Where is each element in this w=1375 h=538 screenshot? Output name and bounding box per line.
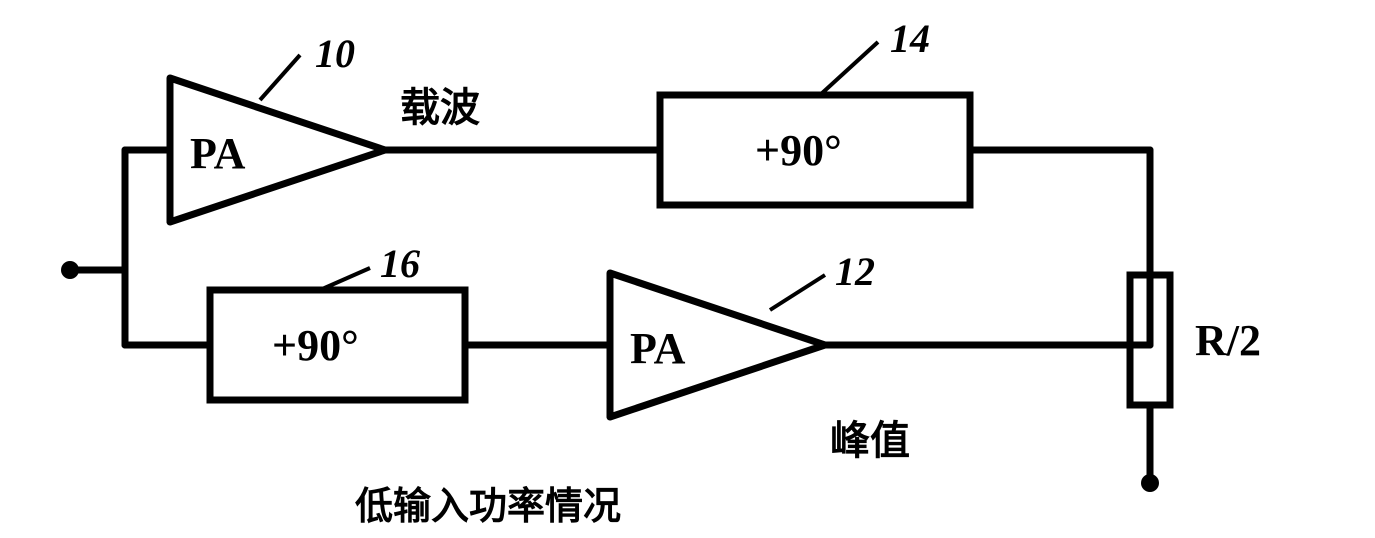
resistor-label: R/2 [1195,315,1261,366]
peak-text: 峰值 [830,408,910,466]
leader-12 [770,275,825,310]
phase-bottom-label: +90° [272,320,359,371]
circuit-diagram [0,0,1375,538]
pa-carrier-label: PA [190,128,245,179]
ref-10: 10 [315,30,355,77]
leader-10 [260,55,300,100]
pa-peak-label: PA [630,323,685,374]
ref-16: 16 [380,240,420,287]
phase-top-label: +90° [755,125,842,176]
output-node [1141,474,1159,492]
leader-14 [820,42,878,95]
ref-14: 14 [890,15,930,62]
ref-12: 12 [835,248,875,295]
caption: 低输入功率情况 [355,475,621,530]
carrier-text: 载波 [400,75,480,133]
